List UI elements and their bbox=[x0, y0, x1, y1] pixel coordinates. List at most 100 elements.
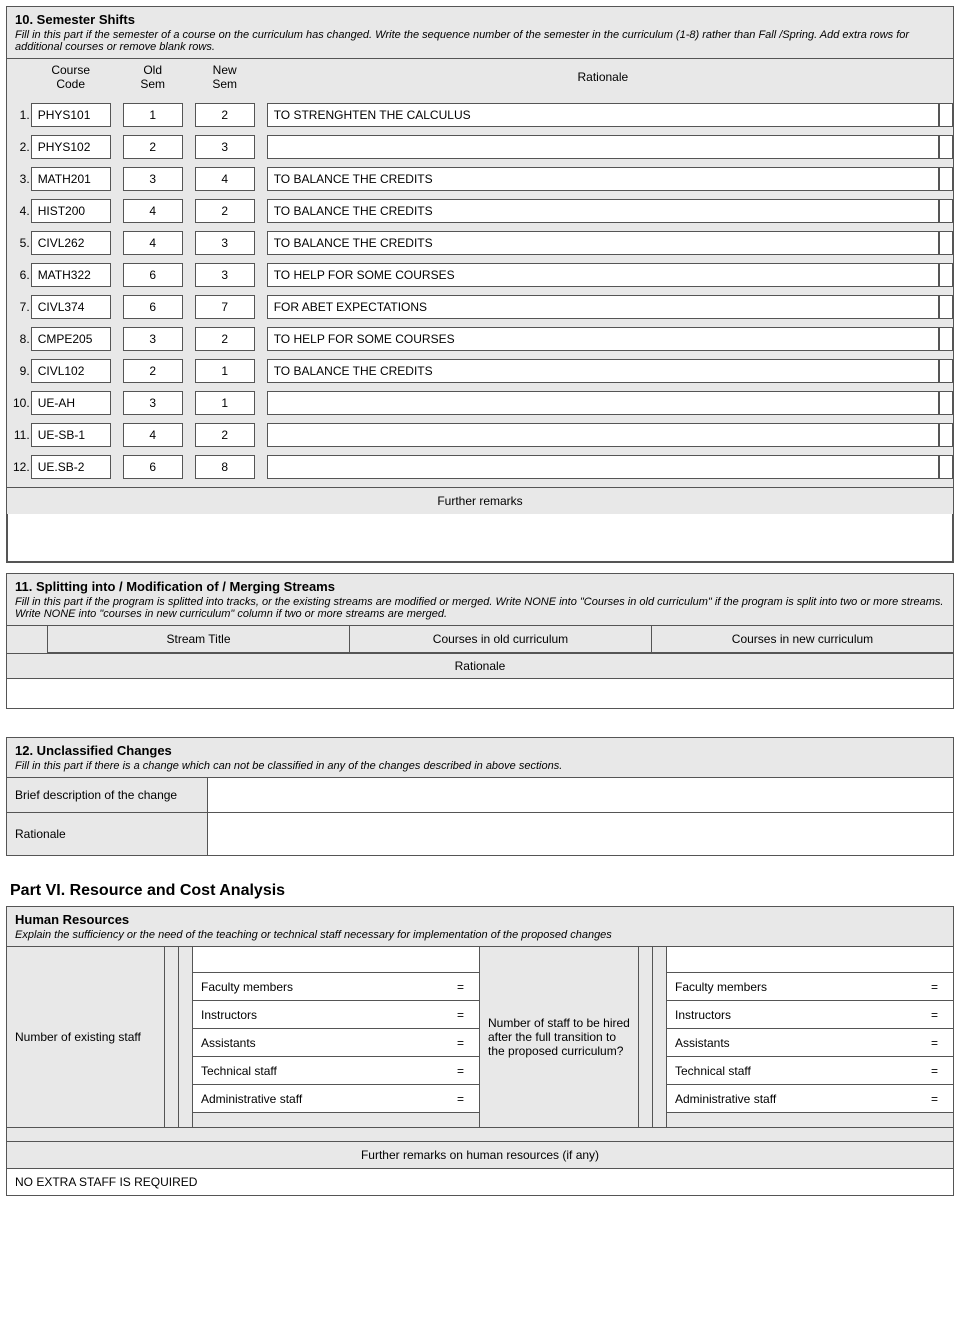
s10-table: Course Code Old Sem New Sem Rationale 1.… bbox=[7, 59, 953, 487]
hr-role-row: Administrative staff= bbox=[667, 1085, 953, 1113]
course-code: UE.SB-2 bbox=[31, 455, 111, 479]
equals-icon: = bbox=[931, 1008, 945, 1022]
part6-heading: Part VI. Resource and Cost Analysis bbox=[10, 882, 954, 900]
row-tail bbox=[939, 199, 953, 223]
hr-role-row: Technical staff= bbox=[193, 1057, 479, 1085]
course-code: UE-SB-1 bbox=[31, 423, 111, 447]
old-sem: 4 bbox=[123, 199, 183, 223]
row-tail bbox=[939, 423, 953, 447]
new-sem: 4 bbox=[195, 167, 255, 191]
rationale: TO BALANCE THE CREDITS bbox=[267, 167, 939, 191]
row-tail bbox=[939, 103, 953, 127]
old-sem: 6 bbox=[123, 263, 183, 287]
row-tail bbox=[939, 327, 953, 351]
row-tail bbox=[939, 263, 953, 287]
hr-role-row: Administrative staff= bbox=[193, 1085, 479, 1113]
rationale: TO BALANCE THE CREDITS bbox=[267, 231, 939, 255]
equals-icon: = bbox=[457, 1092, 471, 1106]
rationale bbox=[267, 135, 939, 159]
row-tail bbox=[939, 359, 953, 383]
rationale: TO BALANCE THE CREDITS bbox=[267, 199, 939, 223]
row-tail bbox=[939, 135, 953, 159]
hr-role-label: Assistants bbox=[201, 1036, 457, 1050]
section-12: 12. Unclassified Changes Fill in this pa… bbox=[6, 737, 954, 856]
row-index: 1. bbox=[7, 103, 31, 127]
old-sem: 2 bbox=[123, 135, 183, 159]
course-code: PHYS102 bbox=[31, 135, 111, 159]
old-sem: 4 bbox=[123, 231, 183, 255]
new-sem: 2 bbox=[195, 103, 255, 127]
row-index: 2. bbox=[7, 135, 31, 159]
equals-icon: = bbox=[931, 1092, 945, 1106]
hr-role-row: Instructors= bbox=[193, 1001, 479, 1029]
hr-role-label: Faculty members bbox=[675, 980, 931, 994]
rationale: TO STRENGHTEN THE CALCULUS bbox=[267, 103, 939, 127]
old-sem: 1 bbox=[123, 103, 183, 127]
s10-hdr-code: Course Code bbox=[31, 59, 111, 95]
table-row: 12.UE.SB-268 bbox=[7, 455, 953, 479]
old-sem: 4 bbox=[123, 423, 183, 447]
hr-blank-row[interactable] bbox=[667, 947, 953, 973]
s12-v1[interactable] bbox=[207, 778, 953, 812]
row-index: 8. bbox=[7, 327, 31, 351]
row-tail bbox=[939, 295, 953, 319]
rationale: TO HELP FOR SOME COURSES bbox=[267, 263, 939, 287]
hr-further-body[interactable]: NO EXTRA STAFF IS REQUIRED bbox=[7, 1168, 953, 1195]
course-code: CIVL374 bbox=[31, 295, 111, 319]
course-code: UE-AH bbox=[31, 391, 111, 415]
old-sem: 3 bbox=[123, 167, 183, 191]
course-code: CMPE205 bbox=[31, 327, 111, 351]
row-index: 4. bbox=[7, 199, 31, 223]
s10-hdr-new: New Sem bbox=[195, 59, 255, 95]
row-index: 7. bbox=[7, 295, 31, 319]
old-sem: 6 bbox=[123, 455, 183, 479]
s11-h3: Courses in new curriculum bbox=[652, 626, 953, 653]
table-row: 5.CIVL26243TO BALANCE THE CREDITS bbox=[7, 231, 953, 255]
rationale bbox=[267, 391, 939, 415]
hr-role-row: Technical staff= bbox=[667, 1057, 953, 1085]
new-sem: 7 bbox=[195, 295, 255, 319]
equals-icon: = bbox=[931, 1064, 945, 1078]
new-sem: 3 bbox=[195, 231, 255, 255]
human-resources: Human Resources Explain the sufficiency … bbox=[6, 906, 954, 1196]
equals-icon: = bbox=[457, 980, 471, 994]
table-row: 1.PHYS101 12 TO STRENGHTEN THE CALCULUS bbox=[7, 103, 953, 127]
rationale: FOR ABET EXPECTATIONS bbox=[267, 295, 939, 319]
hr-role-label: Administrative staff bbox=[675, 1092, 931, 1106]
table-row: 7.CIVL374 67 FOR ABET EXPECTATIONS bbox=[7, 295, 953, 319]
row-index: 6. bbox=[7, 263, 31, 287]
rationale bbox=[267, 423, 939, 447]
s11-title: 11. Splitting into / Modification of / M… bbox=[15, 579, 945, 594]
hr-blank-row[interactable] bbox=[193, 947, 479, 973]
s10-desc: Fill in this part if the semester of a c… bbox=[15, 29, 945, 53]
course-code: PHYS101 bbox=[31, 103, 111, 127]
hr-further-label: Further remarks on human resources (if a… bbox=[7, 1141, 953, 1168]
new-sem: 1 bbox=[195, 391, 255, 415]
hr-role-label: Instructors bbox=[675, 1008, 931, 1022]
hr-role-label: Administrative staff bbox=[201, 1092, 457, 1106]
s12-desc: Fill in this part if there is a change w… bbox=[15, 760, 945, 772]
row-index: 10. bbox=[7, 391, 31, 415]
new-sem: 2 bbox=[195, 423, 255, 447]
s12-v2[interactable] bbox=[207, 813, 953, 855]
row-tail bbox=[939, 391, 953, 415]
s10-further-body[interactable] bbox=[7, 514, 953, 562]
table-row: 6.MATH32263TO HELP FOR SOME COURSES bbox=[7, 263, 953, 287]
hr-role-label: Instructors bbox=[201, 1008, 457, 1022]
row-index: 3. bbox=[7, 167, 31, 191]
s11-h1: Stream Title bbox=[47, 626, 350, 653]
row-index: 9. bbox=[7, 359, 31, 383]
section-10: 10. Semester Shifts Fill in this part if… bbox=[6, 6, 954, 563]
s10-title: 10. Semester Shifts bbox=[15, 12, 945, 27]
table-row: 10.UE-AH31 bbox=[7, 391, 953, 415]
s11-h2: Courses in old curriculum bbox=[350, 626, 652, 653]
rationale bbox=[267, 455, 939, 479]
table-row: 11.UE-SB-142 bbox=[7, 423, 953, 447]
section-11: 11. Splitting into / Modification of / M… bbox=[6, 573, 954, 709]
old-sem: 6 bbox=[123, 295, 183, 319]
old-sem: 3 bbox=[123, 327, 183, 351]
rationale: TO BALANCE THE CREDITS bbox=[267, 359, 939, 383]
table-row: 4.HIST20042TO BALANCE THE CREDITS bbox=[7, 199, 953, 223]
hr-title: Human Resources bbox=[15, 912, 945, 927]
s11-body[interactable] bbox=[7, 678, 953, 708]
